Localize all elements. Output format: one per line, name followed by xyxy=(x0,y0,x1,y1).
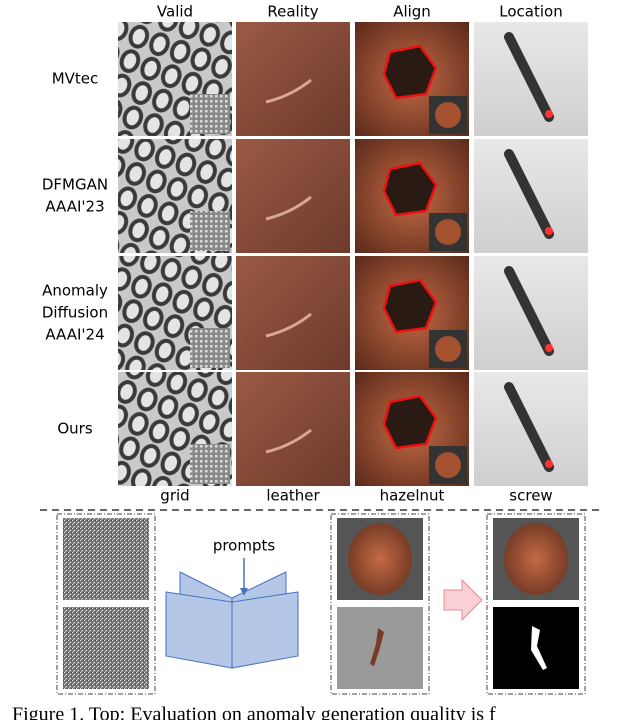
leather-image xyxy=(236,372,350,486)
column-header: Reality xyxy=(267,3,318,21)
leather-defect xyxy=(265,78,312,104)
comparison-grid: Valid Reality Align Location grid leather haze… xyxy=(42,3,588,505)
screw xyxy=(504,32,554,122)
row-label: AAAI'23 xyxy=(45,198,104,216)
column-header: Location xyxy=(499,3,562,21)
hazelnut-mini xyxy=(435,219,461,245)
hazelnut-mini xyxy=(435,102,461,128)
hazelnut xyxy=(348,523,412,595)
hazelnut xyxy=(504,523,568,595)
category-label: grid xyxy=(160,487,189,505)
output-box xyxy=(330,513,430,695)
hazelnut-mini xyxy=(435,336,461,362)
column-header: Align xyxy=(393,3,431,21)
row-label: DFMGAN xyxy=(42,176,108,194)
category-label: hazelnut xyxy=(380,487,445,505)
grid-inset xyxy=(190,328,230,368)
defect-contour xyxy=(382,44,438,100)
screw xyxy=(504,382,554,472)
grid-inset xyxy=(190,94,230,134)
result-box xyxy=(486,513,586,695)
caption: Figure 1. Top: Evaluation on anomaly gen… xyxy=(12,704,496,720)
column-header: Valid xyxy=(157,3,193,21)
mask xyxy=(531,626,547,670)
leather-defect xyxy=(265,428,312,454)
screw xyxy=(504,266,554,356)
model-shape xyxy=(231,591,299,669)
defect-contour xyxy=(382,278,438,334)
screw-defect xyxy=(545,344,553,352)
hazelnut-mini xyxy=(435,452,461,478)
grid-inset xyxy=(190,211,230,251)
leather-image xyxy=(236,256,350,370)
arrow-head xyxy=(240,588,248,596)
noise-image xyxy=(63,607,149,689)
defect-contour xyxy=(382,394,438,450)
pipeline: prompts xyxy=(56,513,586,695)
grid-inset xyxy=(190,444,230,484)
screw-defect xyxy=(545,227,553,235)
defect-contour xyxy=(382,161,438,217)
category-label: screw xyxy=(509,487,552,505)
row-label: Anomaly xyxy=(42,282,108,300)
leather-defect xyxy=(265,312,312,338)
noise-image xyxy=(63,518,149,600)
prompts-label: prompts xyxy=(213,537,276,555)
leather-image xyxy=(236,139,350,253)
defect xyxy=(370,628,384,666)
input-box xyxy=(56,513,156,695)
screw-defect xyxy=(545,460,553,468)
leather-image xyxy=(236,22,350,136)
model-shape xyxy=(165,591,233,669)
category-label: leather xyxy=(266,487,320,505)
row-label: Diffusion xyxy=(42,304,108,322)
leather-defect xyxy=(265,195,312,221)
screw xyxy=(504,149,554,239)
row-label: MVtec xyxy=(52,70,99,88)
screw-defect xyxy=(545,110,553,118)
row-label: AAAI'24 xyxy=(45,326,104,344)
arrow xyxy=(443,578,483,622)
row-label: Ours xyxy=(57,420,92,438)
